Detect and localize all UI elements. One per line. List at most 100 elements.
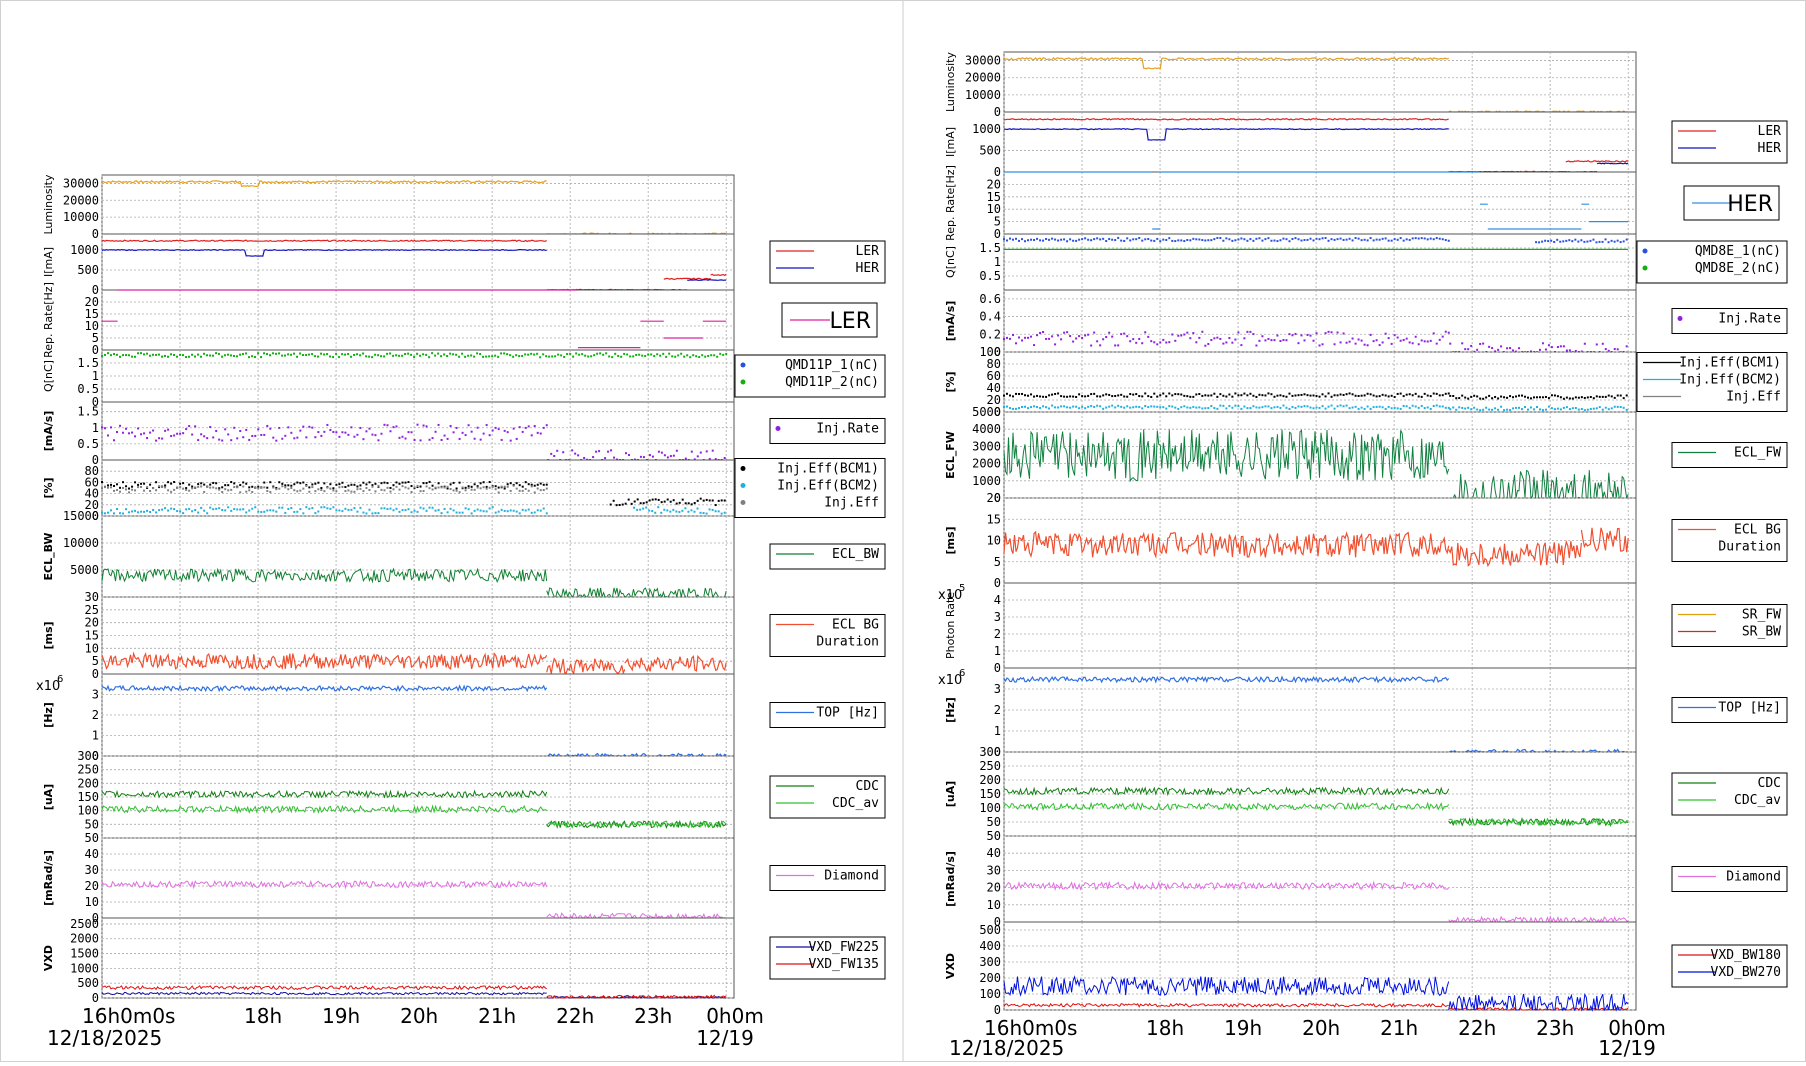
data-point bbox=[518, 355, 521, 358]
data-point bbox=[1607, 394, 1610, 397]
data-point bbox=[1541, 240, 1544, 243]
data-point bbox=[657, 450, 660, 453]
data-point bbox=[401, 509, 404, 512]
data-point bbox=[1234, 404, 1237, 407]
data-point bbox=[122, 431, 125, 434]
y-tick-label: 20 bbox=[987, 881, 1001, 895]
data-point bbox=[1135, 341, 1138, 344]
data-point bbox=[1186, 239, 1189, 242]
data-point bbox=[251, 485, 254, 488]
y-tick-label: 0 bbox=[92, 509, 99, 523]
data-point bbox=[158, 485, 161, 488]
data-point bbox=[509, 482, 512, 485]
data-point bbox=[185, 487, 188, 490]
legend-box bbox=[1671, 772, 1788, 816]
data-point bbox=[1147, 238, 1150, 241]
data-point bbox=[380, 488, 383, 491]
data-point bbox=[371, 433, 374, 436]
data-point bbox=[1228, 337, 1231, 340]
data-point bbox=[1099, 344, 1102, 347]
data-point bbox=[536, 487, 539, 490]
data-point bbox=[1601, 395, 1604, 398]
data-point bbox=[545, 355, 548, 358]
data-point bbox=[1156, 395, 1159, 398]
data-point bbox=[1449, 408, 1452, 411]
data-point bbox=[1237, 238, 1240, 241]
data-point bbox=[518, 489, 521, 492]
data-point bbox=[1054, 392, 1057, 395]
data-point bbox=[1069, 238, 1072, 241]
data-point bbox=[1069, 395, 1072, 398]
y-tick-label: 10 bbox=[987, 202, 1001, 216]
data-point bbox=[1198, 336, 1201, 339]
data-point bbox=[1441, 394, 1444, 397]
y-tick-label: 0 bbox=[92, 991, 99, 1005]
data-point bbox=[1297, 394, 1300, 397]
data-point bbox=[119, 424, 122, 427]
data-point bbox=[236, 486, 239, 489]
data-point bbox=[236, 508, 239, 511]
data-point bbox=[1408, 238, 1411, 241]
data-point bbox=[257, 487, 260, 490]
data-point bbox=[476, 485, 479, 488]
time-label: 23h bbox=[634, 1004, 672, 1028]
data-point bbox=[1261, 406, 1264, 409]
data-point bbox=[608, 355, 611, 358]
y-tick-label: 0.5 bbox=[77, 437, 99, 451]
data-point bbox=[383, 507, 386, 510]
data-point bbox=[1396, 238, 1399, 241]
data-point bbox=[359, 426, 362, 429]
data-point bbox=[1270, 239, 1273, 242]
series-vxd-fw135 bbox=[102, 984, 727, 999]
data-point bbox=[1541, 396, 1544, 399]
data-point bbox=[536, 483, 539, 486]
data-point bbox=[1291, 238, 1294, 241]
data-point bbox=[485, 487, 488, 490]
exponent-label: x10 bbox=[938, 673, 962, 688]
data-point bbox=[239, 430, 242, 433]
data-point bbox=[1369, 333, 1372, 336]
data-point bbox=[1509, 347, 1512, 350]
data-point bbox=[1174, 339, 1177, 342]
data-point bbox=[705, 498, 708, 501]
data-point bbox=[1336, 238, 1339, 241]
data-point bbox=[1482, 397, 1485, 400]
data-point bbox=[533, 511, 536, 514]
legend-ecl-fw: ECL_FW bbox=[1671, 442, 1788, 468]
data-point bbox=[293, 352, 296, 355]
data-point bbox=[227, 506, 230, 509]
data-point bbox=[431, 437, 434, 440]
data-point bbox=[155, 489, 158, 492]
data-point bbox=[666, 498, 669, 501]
data-point bbox=[1438, 237, 1441, 240]
data-point bbox=[194, 508, 197, 511]
data-point bbox=[1390, 342, 1393, 345]
data-point bbox=[675, 449, 678, 452]
chart-inj-rate: 00.20.40.6[mA/s] Inj.Rate bbox=[944, 289, 1788, 359]
data-point bbox=[593, 354, 596, 357]
y-tick-label: 0 bbox=[92, 749, 99, 763]
data-point bbox=[134, 355, 137, 358]
legend-label: QMD11P_1(nC) bbox=[785, 358, 879, 373]
data-point bbox=[266, 489, 269, 492]
data-point bbox=[1613, 405, 1616, 408]
data-point bbox=[1240, 394, 1243, 397]
data-point bbox=[113, 439, 116, 442]
data-point bbox=[1438, 338, 1441, 341]
data-point bbox=[1165, 395, 1168, 398]
data-point bbox=[308, 486, 311, 489]
time-label: 16h0m0s bbox=[82, 1004, 175, 1028]
data-point bbox=[1114, 344, 1117, 347]
data-point bbox=[675, 510, 678, 513]
data-point bbox=[1216, 236, 1219, 239]
legend-box bbox=[1671, 944, 1788, 988]
data-point bbox=[1114, 239, 1117, 242]
legend-label: Duration bbox=[1718, 540, 1781, 555]
data-point bbox=[509, 509, 512, 512]
data-point bbox=[434, 486, 437, 489]
data-point bbox=[610, 449, 613, 452]
data-point bbox=[642, 456, 645, 459]
data-point bbox=[167, 481, 170, 484]
